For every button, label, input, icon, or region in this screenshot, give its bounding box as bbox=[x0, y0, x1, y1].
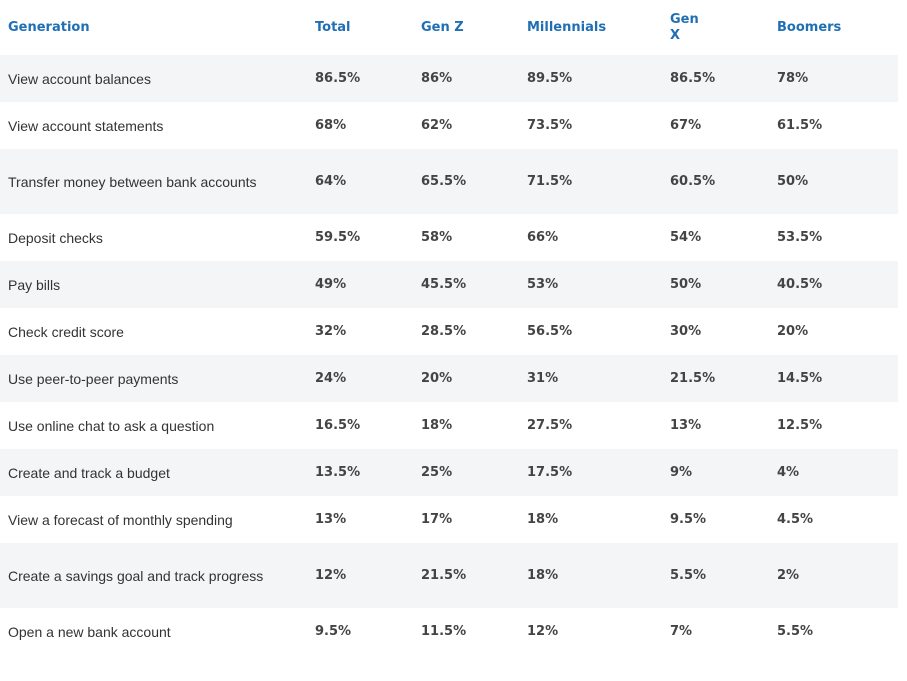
cell-millennials: 53% bbox=[527, 276, 559, 292]
row-label: Deposit checks bbox=[8, 229, 103, 246]
cell-boomers: 50% bbox=[777, 173, 809, 189]
cell-gen-z: 20% bbox=[421, 370, 453, 386]
cell-total: 59.5% bbox=[315, 229, 361, 245]
row-label: Create a savings goal and track progress bbox=[8, 567, 264, 584]
cell-gen-x: 30% bbox=[670, 323, 702, 339]
generation-comparison-table: Generation Total Gen Z Millennials Gen X… bbox=[0, 0, 898, 655]
table-row: Use online chat to ask a question 16.5% … bbox=[0, 402, 898, 449]
header-boomers: Boomers bbox=[777, 19, 842, 35]
row-label: View account statements bbox=[8, 117, 164, 134]
cell-gen-z: 21.5% bbox=[421, 567, 467, 583]
cell-gen-x: 54% bbox=[670, 229, 702, 245]
cell-millennials: 66% bbox=[527, 229, 559, 245]
table-row: Use peer-to-peer payments 24% 20% 31% 21… bbox=[0, 355, 898, 402]
cell-gen-z: 17% bbox=[421, 511, 453, 527]
cell-millennials: 73.5% bbox=[527, 117, 573, 133]
cell-gen-x: 5.5% bbox=[670, 567, 707, 583]
cell-boomers: 40.5% bbox=[777, 276, 823, 292]
cell-gen-x: 60.5% bbox=[670, 173, 716, 189]
cell-total: 68% bbox=[315, 117, 347, 133]
cell-boomers: 4.5% bbox=[777, 511, 814, 527]
cell-gen-x: 21.5% bbox=[670, 370, 716, 386]
table-body: View account balances 86.5% 86% 89.5% 86… bbox=[0, 55, 898, 655]
cell-millennials: 12% bbox=[527, 623, 559, 639]
cell-gen-x: 9% bbox=[670, 464, 693, 480]
header-millennials: Millennials bbox=[527, 19, 607, 35]
cell-gen-z: 58% bbox=[421, 229, 453, 245]
table-row: Deposit checks 59.5% 58% 66% 54% 53.5% bbox=[0, 214, 898, 261]
row-label: View a forecast of monthly spending bbox=[8, 511, 233, 528]
row-label: Pay bills bbox=[8, 276, 61, 293]
cell-total: 9.5% bbox=[315, 623, 352, 639]
cell-total: 49% bbox=[315, 276, 347, 292]
cell-gen-z: 18% bbox=[421, 417, 453, 433]
cell-total: 86.5% bbox=[315, 70, 361, 86]
row-label: View account balances bbox=[8, 70, 151, 87]
table-row: View account statements 68% 62% 73.5% 67… bbox=[0, 102, 898, 149]
cell-boomers: 2% bbox=[777, 567, 800, 583]
table-row: Pay bills 49% 45.5% 53% 50% 40.5% bbox=[0, 261, 898, 308]
cell-gen-z: 62% bbox=[421, 117, 453, 133]
cell-total: 13.5% bbox=[315, 464, 361, 480]
cell-total: 16.5% bbox=[315, 417, 361, 433]
cell-boomers: 5.5% bbox=[777, 623, 814, 639]
table-row: Open a new bank account 9.5% 11.5% 12% 7… bbox=[0, 608, 898, 655]
row-label: Transfer money between bank accounts bbox=[8, 173, 257, 190]
row-label: Use peer-to-peer payments bbox=[8, 370, 179, 387]
cell-millennials: 89.5% bbox=[527, 70, 573, 86]
cell-boomers: 20% bbox=[777, 323, 809, 339]
header-generation: Generation bbox=[8, 19, 90, 35]
table-row: View account balances 86.5% 86% 89.5% 86… bbox=[0, 55, 898, 102]
row-label: Create and track a budget bbox=[8, 464, 170, 481]
table-header: Generation Total Gen Z Millennials Gen X… bbox=[0, 0, 898, 55]
cell-total: 64% bbox=[315, 173, 347, 189]
cell-boomers: 12.5% bbox=[777, 417, 823, 433]
cell-total: 32% bbox=[315, 323, 347, 339]
cell-gen-z: 25% bbox=[421, 464, 453, 480]
cell-gen-z: 86% bbox=[421, 70, 453, 86]
header-gen-x: Gen X bbox=[662, 0, 769, 55]
cell-gen-x: 67% bbox=[670, 117, 702, 133]
table-row: Transfer money between bank accounts 64%… bbox=[0, 149, 898, 214]
row-label: Check credit score bbox=[8, 323, 124, 340]
cell-millennials: 71.5% bbox=[527, 173, 573, 189]
cell-boomers: 78% bbox=[777, 70, 809, 86]
row-label: Use online chat to ask a question bbox=[8, 417, 215, 434]
cell-millennials: 31% bbox=[527, 370, 559, 386]
cell-boomers: 61.5% bbox=[777, 117, 823, 133]
cell-millennials: 17.5% bbox=[527, 464, 573, 480]
row-label: Open a new bank account bbox=[8, 623, 171, 640]
cell-gen-x: 9.5% bbox=[670, 511, 707, 527]
cell-gen-z: 65.5% bbox=[421, 173, 467, 189]
header-gen-z: Gen Z bbox=[421, 19, 464, 35]
cell-gen-z: 28.5% bbox=[421, 323, 467, 339]
cell-gen-z: 11.5% bbox=[421, 623, 467, 639]
table-row: Check credit score 32% 28.5% 56.5% 30% 2… bbox=[0, 308, 898, 355]
cell-gen-z: 45.5% bbox=[421, 276, 467, 292]
cell-total: 12% bbox=[315, 567, 347, 583]
header-gen-x-label: Gen X bbox=[670, 11, 699, 43]
table-row: Create and track a budget 13.5% 25% 17.5… bbox=[0, 449, 898, 496]
cell-total: 24% bbox=[315, 370, 347, 386]
cell-millennials: 18% bbox=[527, 511, 559, 527]
cell-millennials: 27.5% bbox=[527, 417, 573, 433]
cell-millennials: 18% bbox=[527, 567, 559, 583]
cell-boomers: 14.5% bbox=[777, 370, 823, 386]
cell-gen-x: 7% bbox=[670, 623, 693, 639]
header-total: Total bbox=[315, 19, 351, 35]
cell-boomers: 4% bbox=[777, 464, 800, 480]
cell-gen-x: 86.5% bbox=[670, 70, 716, 86]
cell-millennials: 56.5% bbox=[527, 323, 573, 339]
header-row: Generation Total Gen Z Millennials Gen X… bbox=[0, 0, 898, 55]
cell-gen-x: 50% bbox=[670, 276, 702, 292]
cell-gen-x: 13% bbox=[670, 417, 702, 433]
table-row: View a forecast of monthly spending 13% … bbox=[0, 496, 898, 543]
cell-boomers: 53.5% bbox=[777, 229, 823, 245]
table-row: Create a savings goal and track progress… bbox=[0, 543, 898, 608]
cell-total: 13% bbox=[315, 511, 347, 527]
